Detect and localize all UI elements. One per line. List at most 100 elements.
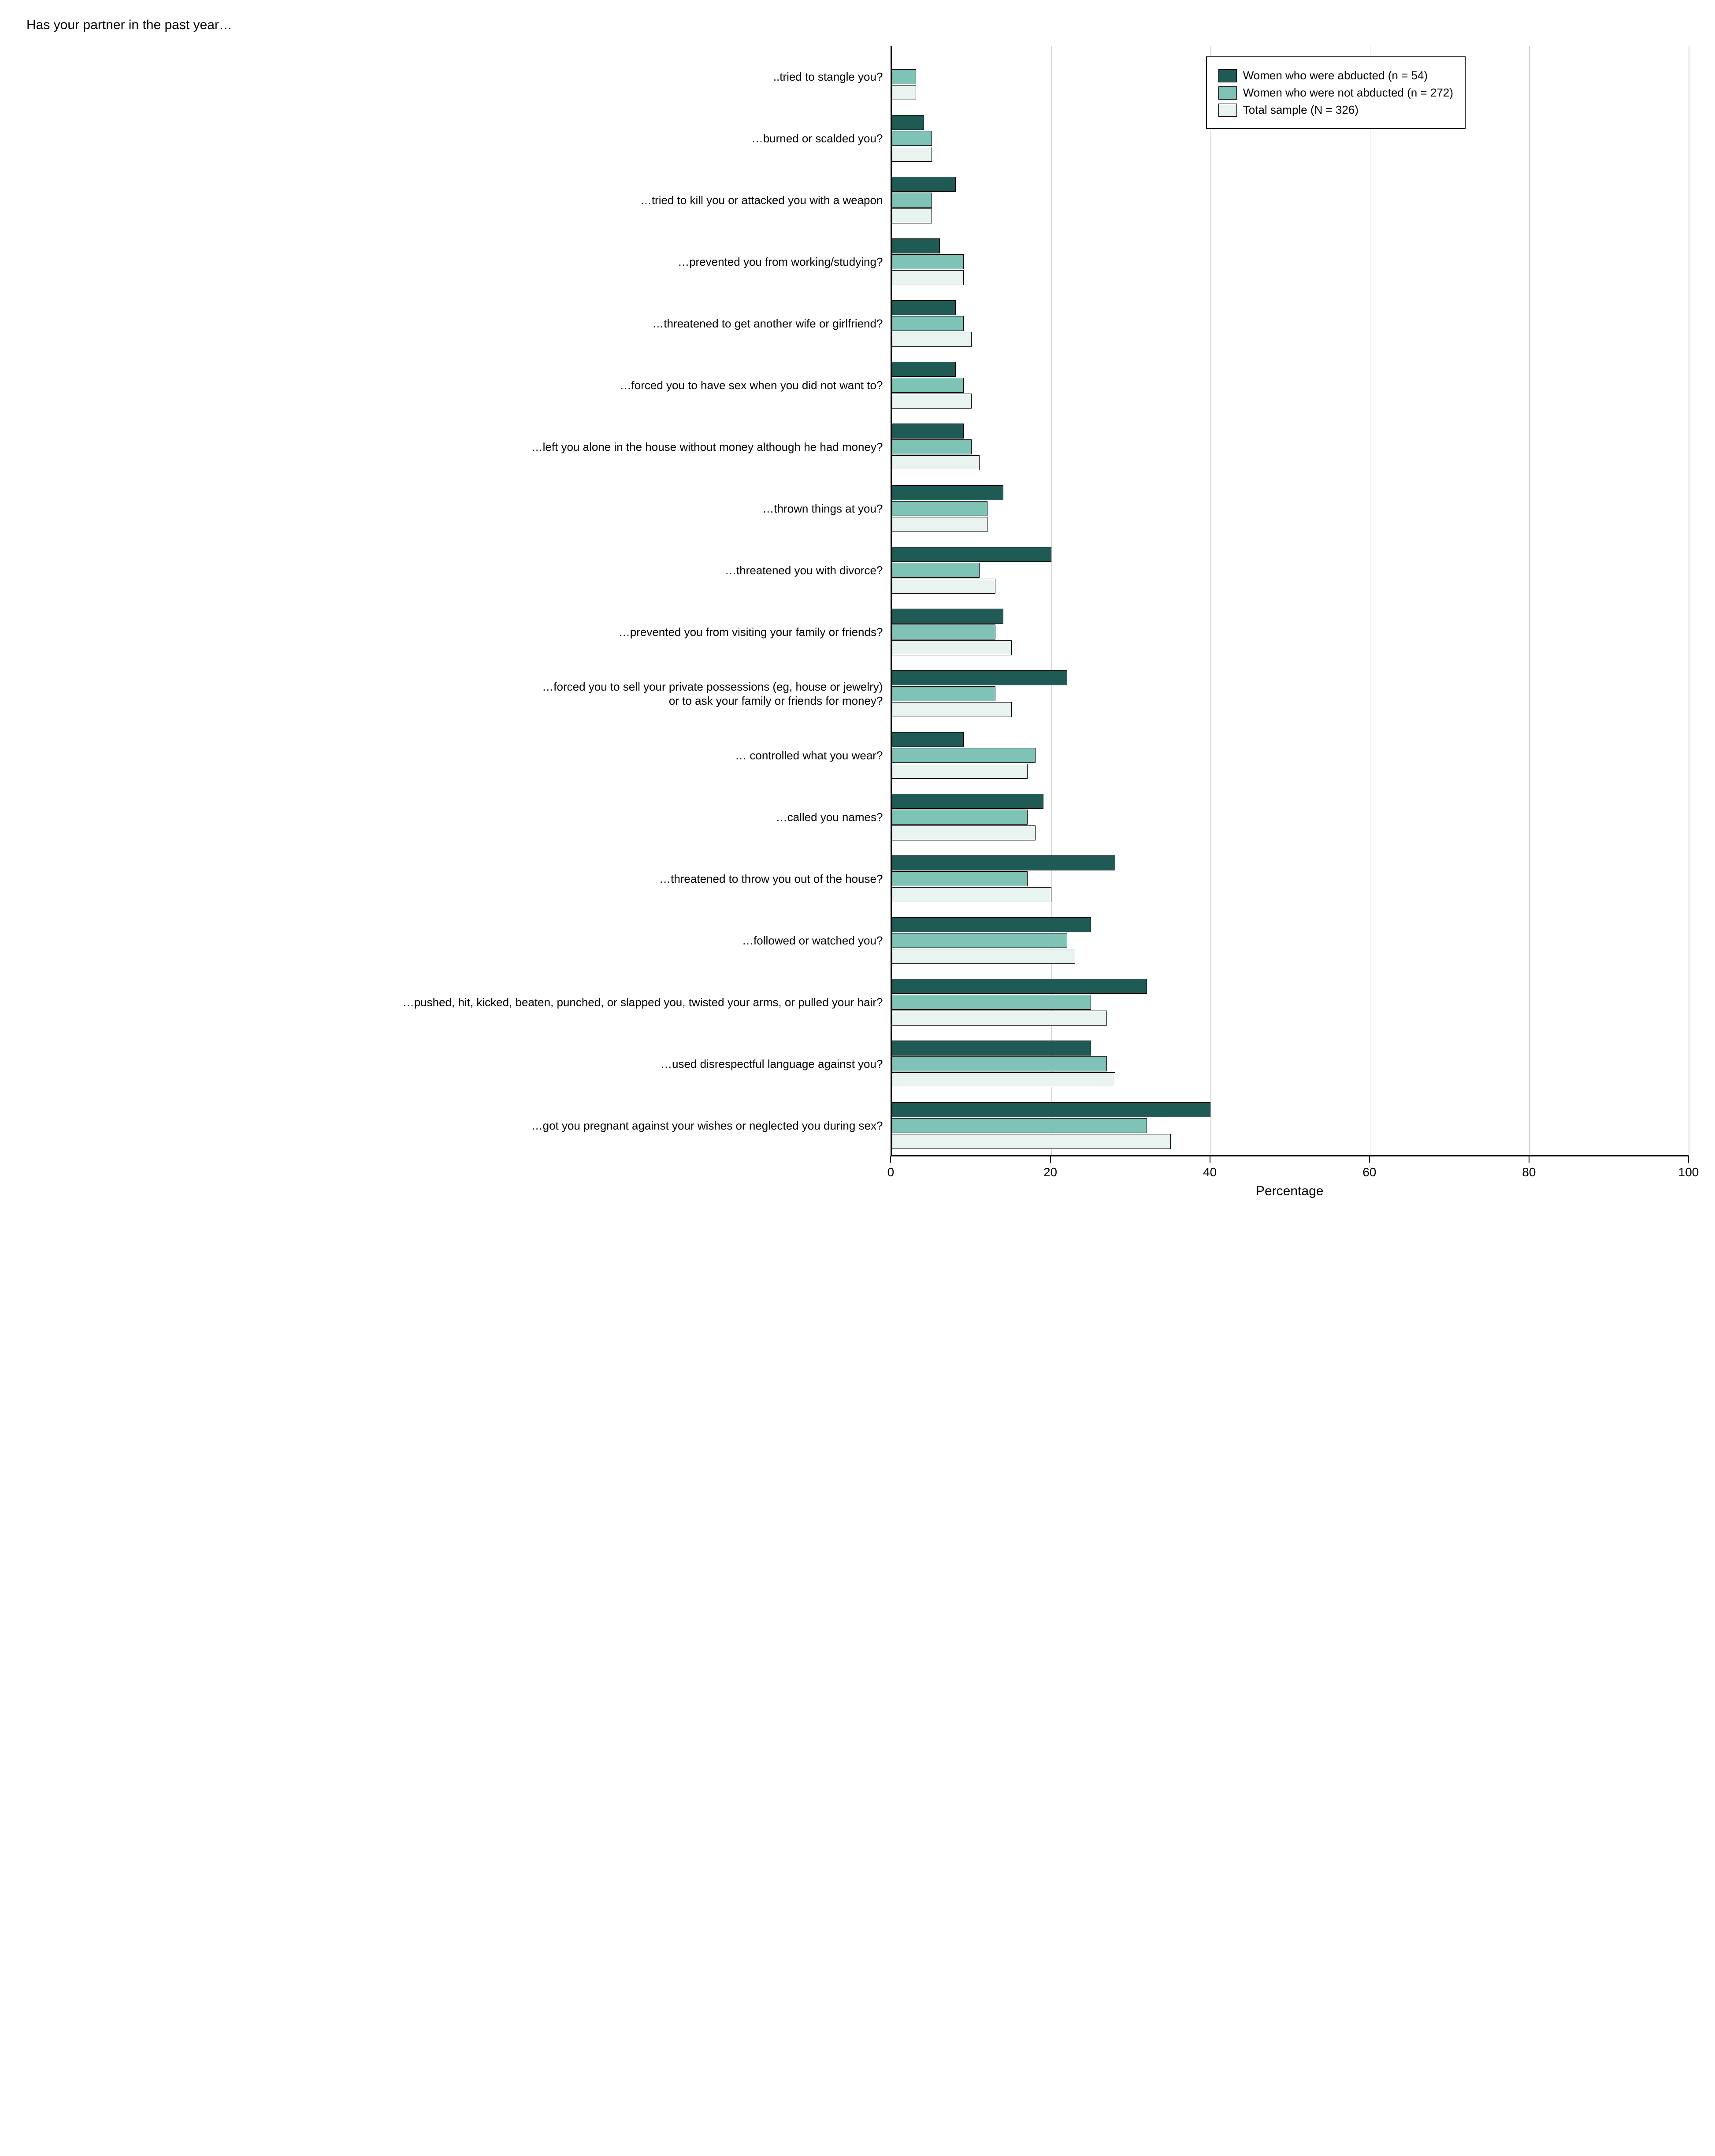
y-axis-label: …threatened you with divorce? <box>26 539 891 601</box>
y-axis-label-text: …tried to kill you or attacked you with … <box>640 193 883 208</box>
bar <box>892 624 995 639</box>
bar <box>892 949 1075 964</box>
legend-label: Women who were abducted (n = 54) <box>1243 69 1428 82</box>
bar-group <box>892 1095 1689 1156</box>
bar <box>892 640 1011 655</box>
bar <box>892 855 1115 870</box>
chart-title: Has your partner in the past year… <box>26 18 1689 33</box>
bar <box>892 208 932 223</box>
legend-swatch <box>1218 69 1237 82</box>
x-tick-label: 80 <box>1522 1165 1536 1179</box>
legend: Women who were abducted (n = 54) Women wh… <box>1206 56 1466 129</box>
bar <box>892 455 980 470</box>
y-axis-label-text: …threatened to get another wife or girlf… <box>652 316 883 331</box>
bar <box>892 485 1003 500</box>
bar <box>892 254 964 269</box>
bar-group <box>892 354 1689 416</box>
bar <box>892 748 1035 763</box>
x-tick <box>890 1156 891 1163</box>
y-axis-label-text: …burned or scalded you? <box>752 131 883 146</box>
y-axis-label-text: …prevented you from visiting your family… <box>619 625 883 639</box>
bar <box>892 794 1043 809</box>
bar <box>892 439 972 454</box>
bar <box>892 887 1051 902</box>
y-axis-label-text: …threatened to throw you out of the hous… <box>659 872 883 886</box>
bar <box>892 686 995 701</box>
bar <box>892 1118 1147 1133</box>
y-axis-label-text: …forced you to have sex when you did not… <box>620 378 883 393</box>
y-axis-label-text: …threatened you with divorce? <box>725 563 883 578</box>
y-axis-label: …followed or watched you? <box>26 910 891 971</box>
chart-container: Has your partner in the past year… ..tri… <box>26 18 1689 1190</box>
bar <box>892 933 1067 948</box>
legend-swatch <box>1218 104 1237 117</box>
bar <box>892 563 980 578</box>
bar <box>892 1072 1115 1087</box>
y-axis-label-text: …got you pregnant against your wishes or… <box>531 1119 883 1133</box>
bar <box>892 979 1147 994</box>
y-axis-label: …threatened to throw you out of the hous… <box>26 848 891 910</box>
bar <box>892 85 916 100</box>
bar <box>892 871 1027 886</box>
bar <box>892 1134 1171 1149</box>
bar-group <box>892 786 1689 848</box>
bar <box>892 702 1011 717</box>
bar <box>892 810 1027 825</box>
x-tick-label: 20 <box>1043 1165 1057 1179</box>
y-axis-label-text: …followed or watched you? <box>742 933 883 948</box>
bar <box>892 316 964 331</box>
bar-group <box>892 1033 1689 1095</box>
bar <box>892 193 932 208</box>
bar <box>892 1011 1107 1026</box>
plot-area: ..tried to stangle you? …burned or scalde… <box>26 46 1689 1156</box>
legend-item: Total sample (N = 326) <box>1218 103 1453 117</box>
y-axis-label: …burned or scalded you? <box>26 108 891 169</box>
y-axis-label: …forced you to have sex when you did not… <box>26 354 891 416</box>
bar-group <box>892 910 1689 971</box>
x-tick-label: 100 <box>1678 1165 1699 1179</box>
y-axis-label: …thrown things at you? <box>26 478 891 539</box>
bar <box>892 764 1027 779</box>
bar <box>892 238 939 253</box>
y-axis-label-text: …prevented you from working/studying? <box>678 255 883 269</box>
bar <box>892 670 1067 685</box>
bar <box>892 1041 1091 1056</box>
bar-group <box>892 293 1689 354</box>
y-axis-label: …forced you to sell your private possess… <box>26 663 891 725</box>
y-axis-label-text: …used disrespectful language against you… <box>661 1057 883 1071</box>
y-axis-label-text: ..tried to stangle you? <box>773 70 883 84</box>
legend-item: Women who were abducted (n = 54) <box>1218 69 1453 82</box>
x-axis-title: Percentage <box>1256 1184 1323 1199</box>
x-tick <box>1050 1156 1051 1163</box>
bar <box>892 147 932 162</box>
bar-group <box>892 601 1689 663</box>
y-axis-labels: ..tried to stangle you? …burned or scalde… <box>26 46 891 1156</box>
y-axis-label-text: …thrown things at you? <box>762 502 883 516</box>
bar <box>892 394 972 409</box>
bar-group <box>892 539 1689 601</box>
bar <box>892 115 924 130</box>
bar <box>892 424 964 439</box>
y-axis-label: …left you alone in the house without mon… <box>26 416 891 478</box>
bar-group <box>892 725 1689 786</box>
y-axis-label-text: …forced you to sell your private possess… <box>542 680 883 708</box>
y-axis-label: …threatened to get another wife or girlf… <box>26 293 891 354</box>
bar-group <box>892 231 1689 293</box>
y-axis-label-text: …called you names? <box>776 810 883 825</box>
bar <box>892 517 987 532</box>
y-axis-label: … controlled what you wear? <box>26 725 891 786</box>
bar <box>892 131 932 146</box>
bar <box>892 69 916 84</box>
bar <box>892 995 1091 1010</box>
bar <box>892 362 956 377</box>
y-axis-label: …prevented you from working/studying? <box>26 231 891 293</box>
bar <box>892 501 987 516</box>
bar-group <box>892 663 1689 725</box>
bars-region: Women who were abducted (n = 54) Women wh… <box>891 46 1689 1156</box>
bar <box>892 1102 1210 1117</box>
bar-group <box>892 971 1689 1033</box>
bar-group <box>892 416 1689 478</box>
x-tick-label: 0 <box>887 1165 895 1179</box>
legend-swatch <box>1218 86 1237 100</box>
legend-item: Women who were not abducted (n = 272) <box>1218 86 1453 100</box>
